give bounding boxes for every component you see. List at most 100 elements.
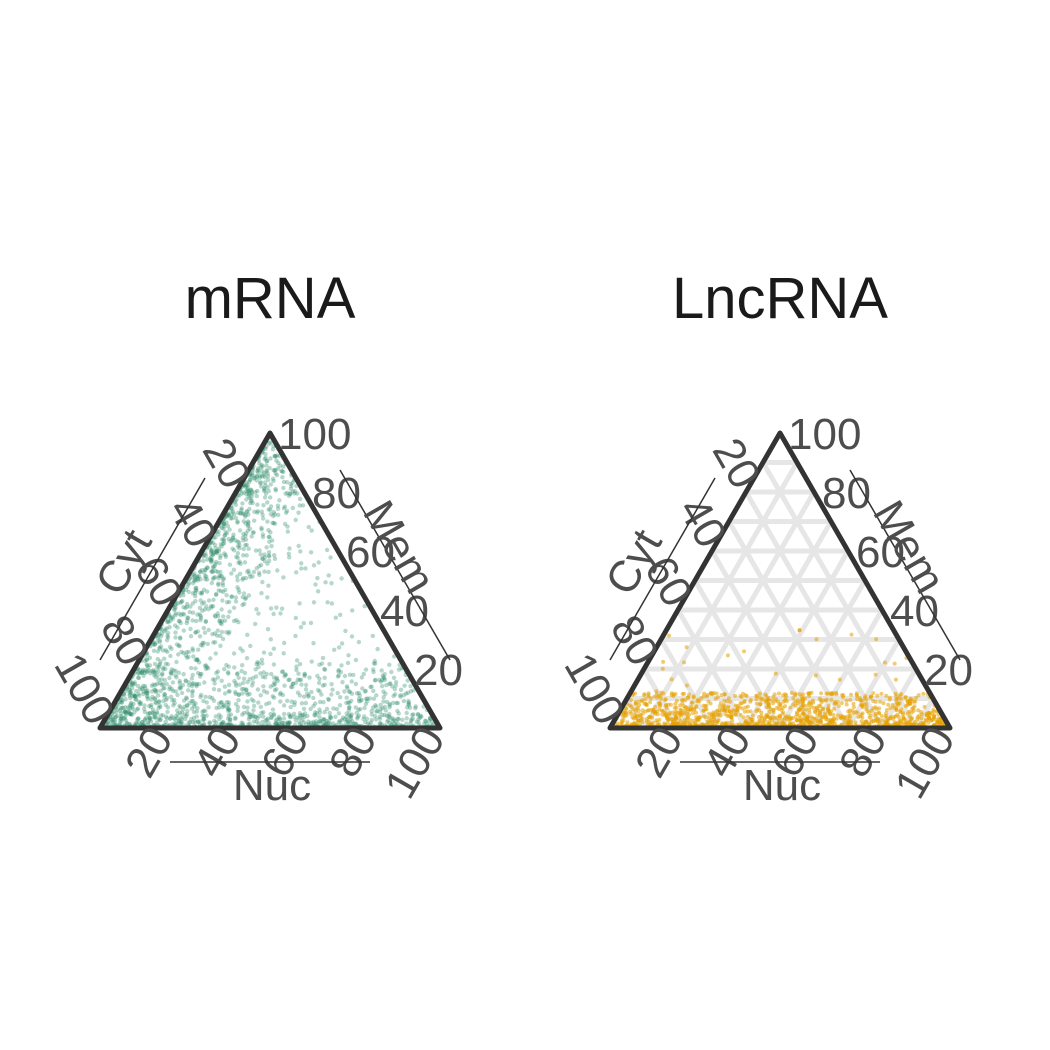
data-point — [283, 672, 289, 677]
data-point — [215, 548, 220, 553]
data-point — [333, 615, 338, 620]
data-point — [174, 642, 180, 647]
data-point — [234, 554, 239, 559]
data-point — [805, 703, 810, 708]
data-point — [115, 713, 120, 719]
data-point — [374, 709, 379, 714]
data-point — [164, 638, 170, 643]
data-point — [788, 705, 793, 710]
data-point — [222, 703, 227, 708]
data-point — [363, 667, 369, 672]
data-point — [356, 639, 362, 645]
data-point — [129, 682, 135, 688]
data-point — [192, 571, 197, 576]
data-point — [407, 705, 413, 710]
data-point — [394, 700, 399, 706]
data-point — [200, 608, 205, 613]
data-point — [244, 542, 249, 548]
data-point — [275, 506, 281, 511]
data-point — [320, 683, 326, 688]
data-point — [243, 575, 249, 581]
data-point — [253, 621, 258, 627]
data-point — [219, 525, 224, 531]
data-point — [146, 668, 151, 673]
data-point — [173, 668, 178, 674]
data-point — [148, 716, 153, 721]
data-point — [281, 464, 286, 469]
data-point — [797, 707, 802, 712]
data-point — [189, 717, 194, 722]
data-point — [274, 676, 279, 682]
data-point — [691, 718, 696, 723]
data-point — [311, 563, 317, 568]
data-point — [155, 636, 160, 641]
data-point — [159, 633, 164, 639]
data-point — [844, 698, 849, 703]
data-point — [288, 491, 293, 496]
data-point — [298, 549, 303, 554]
data-point — [173, 714, 179, 719]
data-point — [264, 469, 269, 474]
data-point — [272, 512, 277, 517]
data-point — [247, 571, 252, 577]
data-point — [212, 613, 218, 618]
data-point — [119, 719, 124, 724]
data-point — [745, 709, 750, 714]
data-point — [682, 711, 687, 716]
data-point — [248, 477, 253, 482]
data-point — [245, 509, 250, 514]
data-point — [276, 460, 281, 466]
data-point — [246, 546, 251, 551]
data-point — [287, 555, 292, 560]
data-point — [115, 707, 120, 712]
data-point — [284, 508, 290, 514]
data-point — [669, 691, 674, 696]
data-point — [137, 687, 142, 692]
data-point — [209, 551, 214, 556]
data-point — [323, 580, 328, 585]
data-point — [165, 619, 170, 625]
data-point — [375, 646, 380, 652]
data-point — [112, 719, 117, 725]
data-point — [187, 720, 193, 725]
data-point — [346, 721, 351, 726]
data-point — [164, 697, 169, 703]
data-point — [113, 715, 118, 720]
data-point — [346, 708, 352, 713]
data-point — [773, 671, 778, 676]
data-point — [124, 710, 130, 715]
data-point — [865, 709, 870, 713]
data-point — [193, 657, 198, 663]
data-point — [261, 670, 266, 675]
data-point — [232, 678, 237, 684]
data-point — [271, 695, 277, 700]
data-point — [152, 711, 158, 717]
data-point — [260, 532, 266, 537]
data-point — [757, 691, 762, 696]
data-point — [263, 718, 268, 723]
data-point — [177, 678, 182, 684]
data-point — [261, 684, 266, 689]
data-point — [218, 573, 223, 579]
data-point — [743, 720, 747, 725]
data-point — [226, 702, 231, 708]
data-point — [271, 646, 277, 651]
data-point — [144, 657, 149, 662]
data-point — [293, 517, 298, 523]
data-point — [297, 677, 302, 683]
data-point — [262, 558, 267, 564]
data-point — [289, 699, 294, 704]
data-point — [653, 704, 658, 709]
data-point — [236, 510, 241, 515]
data-point — [268, 512, 274, 517]
data-point — [224, 662, 229, 668]
data-point — [643, 709, 648, 714]
data-point — [191, 681, 196, 686]
data-point — [353, 681, 359, 687]
data-point — [349, 712, 354, 717]
data-point — [362, 714, 367, 719]
data-point — [800, 702, 805, 707]
data-point — [136, 675, 141, 680]
data-point — [134, 721, 139, 726]
